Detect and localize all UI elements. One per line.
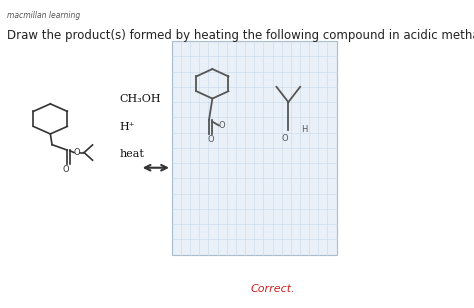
Text: Draw the product(s) formed by heating the following compound in acidic methanol.: Draw the product(s) formed by heating th… bbox=[8, 29, 474, 42]
Text: O: O bbox=[73, 148, 80, 157]
Text: Correct.: Correct. bbox=[250, 284, 295, 294]
Text: heat: heat bbox=[119, 149, 145, 159]
Text: O: O bbox=[282, 134, 288, 143]
Text: macmillan learning: macmillan learning bbox=[8, 10, 81, 19]
Text: O: O bbox=[207, 135, 214, 144]
Text: H: H bbox=[301, 125, 308, 134]
Text: O: O bbox=[219, 121, 225, 130]
Text: O: O bbox=[62, 165, 69, 174]
Text: CH₃OH: CH₃OH bbox=[119, 94, 161, 104]
Text: H⁺: H⁺ bbox=[119, 122, 135, 132]
Bar bbox=[172, 41, 337, 255]
